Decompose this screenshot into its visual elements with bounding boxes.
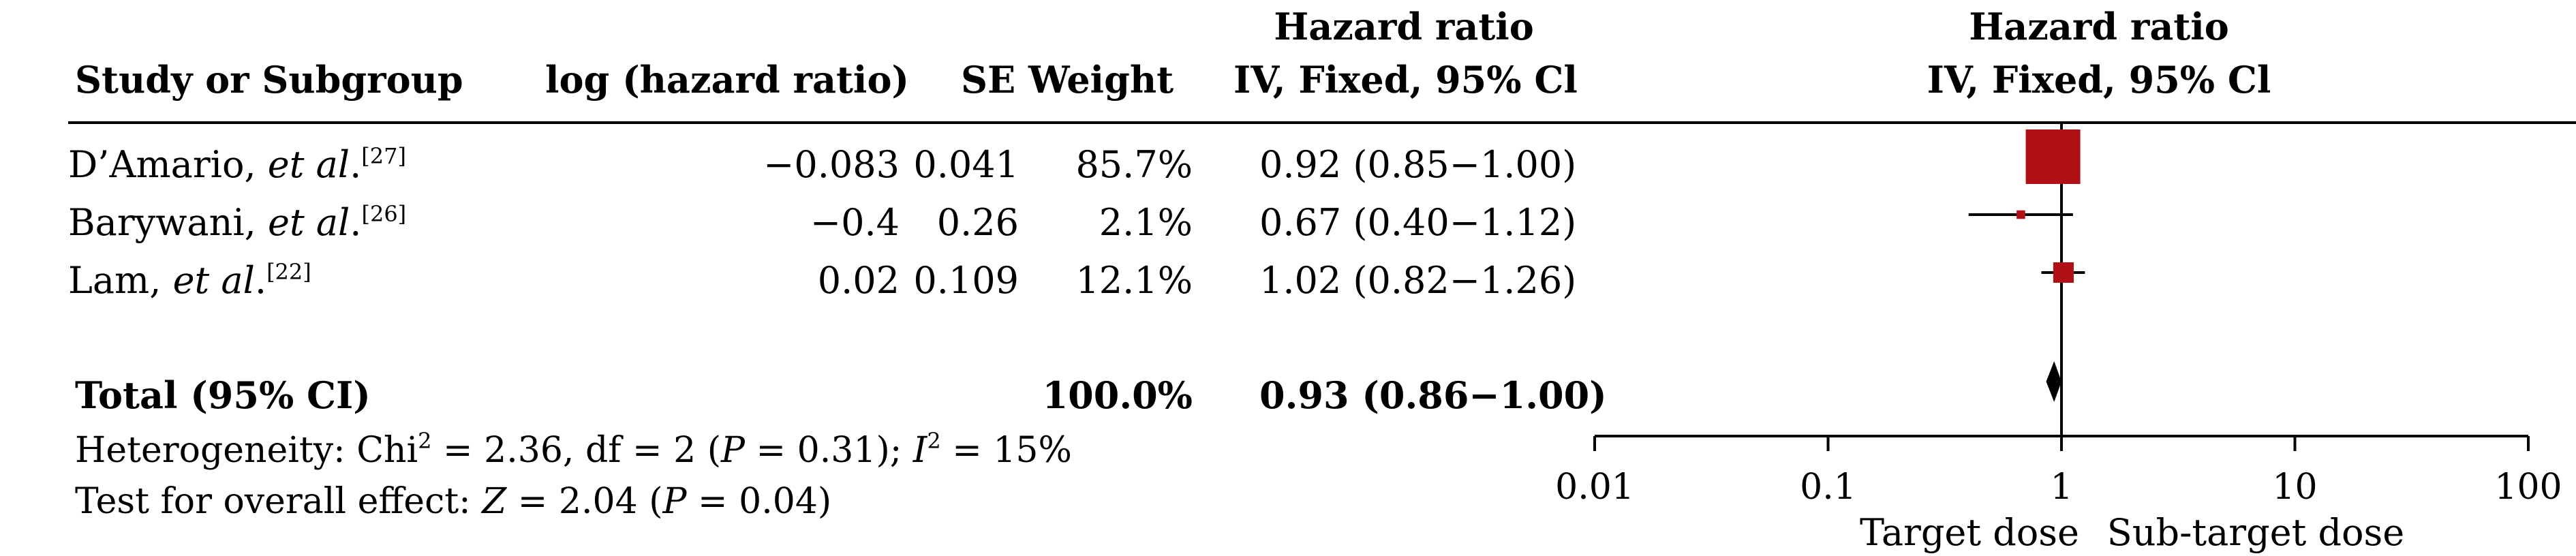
- total-weight: 100.0%: [1042, 373, 1193, 417]
- header-log-hr: log (hazard ratio): [545, 58, 910, 102]
- plot-subtitle: IV, Fixed, 95% Cl: [1927, 58, 2271, 102]
- total-ci: 0.93 (0.86−1.00): [1259, 373, 1607, 417]
- header-hr-title: Hazard ratio: [1274, 5, 1534, 48]
- log-hr-value: −0.4: [810, 201, 900, 244]
- heterogeneity-note: Heterogeneity: Chi2 = 2.36, df = 2 (P = …: [75, 428, 1072, 471]
- se-value: 0.26: [936, 201, 1019, 244]
- x-tick-label: 100: [2494, 467, 2562, 508]
- x-tick-label: 10: [2272, 467, 2317, 508]
- study-name: D’Amario, et al.[27]: [68, 143, 406, 186]
- x-tick-label: 0.1: [1800, 467, 1856, 508]
- x-tick-label: 0.01: [1555, 467, 1634, 508]
- header-study: Study or Subgroup: [75, 58, 463, 102]
- total-label: Total (95% CI): [75, 373, 371, 417]
- x-tick-label: 1: [2050, 467, 2072, 508]
- pooled-diamond: [2046, 361, 2061, 402]
- se-value: 0.109: [913, 259, 1019, 302]
- weight-value: 12.1%: [1075, 259, 1193, 302]
- log-hr-value: −0.083: [763, 143, 900, 186]
- hr-ci-value: 1.02 (0.82−1.26): [1259, 259, 1577, 302]
- se-value: 0.041: [913, 143, 1019, 186]
- axis-label-left: Target dose: [1860, 511, 2079, 554]
- weight-value: 85.7%: [1075, 143, 1193, 186]
- effect-marker: [2017, 210, 2025, 219]
- weight-value: 2.1%: [1099, 201, 1193, 244]
- log-hr-value: 0.02: [817, 259, 900, 302]
- axis-label-right: Sub-target dose: [2106, 511, 2405, 554]
- header-hr-sub: IV, Fixed, 95% Cl: [1233, 58, 1578, 102]
- hr-ci-value: 0.67 (0.40−1.12): [1259, 201, 1577, 244]
- study-name: Barywani, et al.[26]: [68, 201, 407, 244]
- study-name: Lam, et al.[22]: [68, 259, 311, 302]
- overall-effect-note: Test for overall effect: Z = 2.04 (P = 0…: [75, 481, 832, 522]
- header-se-weight: SE Weight: [961, 58, 1174, 102]
- plot-title: Hazard ratio: [1969, 5, 2229, 48]
- effect-marker: [2053, 262, 2074, 283]
- hr-ci-value: 0.92 (0.85−1.00): [1259, 143, 1577, 186]
- effect-marker: [2025, 129, 2081, 184]
